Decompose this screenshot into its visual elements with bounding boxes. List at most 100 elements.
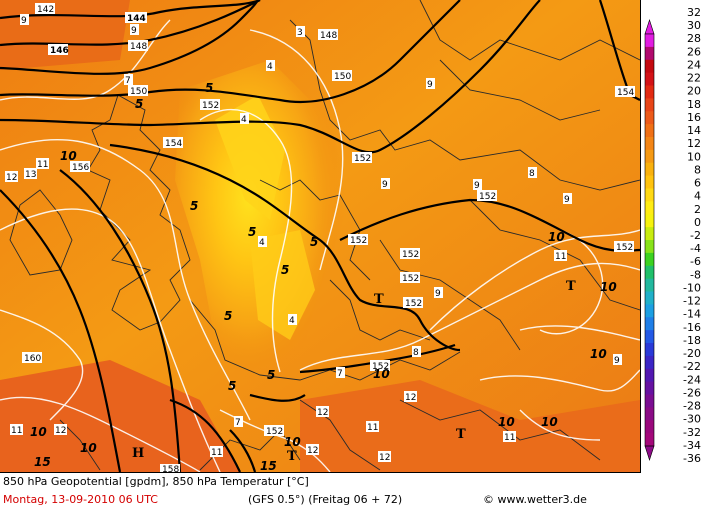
legend-arrow-up bbox=[644, 19, 655, 35]
temp-label-4-c: 4 bbox=[258, 236, 267, 248]
legend-swatch bbox=[645, 420, 654, 434]
svg-text:152: 152 bbox=[402, 250, 419, 260]
legend-swatch bbox=[645, 407, 654, 421]
legend-tick-label: -32 bbox=[683, 426, 701, 439]
temp-label-12-f: 12 bbox=[54, 424, 67, 436]
svg-text:5: 5 bbox=[224, 309, 232, 323]
legend-frame bbox=[644, 33, 655, 447]
legend-swatch bbox=[645, 34, 654, 48]
svg-text:152: 152 bbox=[616, 243, 633, 253]
temp-label-9-b: 9 bbox=[130, 24, 139, 36]
geo-label-156: 156 bbox=[70, 161, 90, 173]
legend-swatch bbox=[645, 368, 654, 383]
svg-text:10: 10 bbox=[541, 415, 558, 429]
svg-text:10: 10 bbox=[60, 149, 77, 163]
svg-text:152: 152 bbox=[479, 192, 496, 202]
high-pressure-symbol: H bbox=[132, 446, 144, 461]
geo-label-142: 142 bbox=[35, 3, 55, 15]
geo-label-150-b: 150 bbox=[332, 70, 352, 82]
geo-label-152-a: 152 bbox=[200, 99, 220, 111]
legend-tick-label: 28 bbox=[687, 32, 701, 45]
svg-text:10: 10 bbox=[30, 425, 47, 439]
legend-tick-label: -26 bbox=[683, 386, 701, 399]
svg-text:9: 9 bbox=[435, 289, 441, 299]
temp-label-9-a: 9 bbox=[20, 14, 29, 26]
legend-tick-label: 12 bbox=[687, 137, 701, 150]
legend-canvas: 32302826242220181614121086420-2-4-6-8-10… bbox=[644, 6, 701, 465]
svg-text:10: 10 bbox=[590, 347, 607, 361]
temp-label-10-a: 10 bbox=[60, 149, 77, 163]
legend-tick-label: 22 bbox=[687, 72, 701, 85]
svg-text:15: 15 bbox=[34, 455, 51, 469]
temp-label-4-a: 4 bbox=[266, 60, 275, 72]
svg-text:12: 12 bbox=[55, 426, 66, 436]
legend-swatch bbox=[645, 214, 654, 228]
svg-text:7: 7 bbox=[337, 369, 343, 379]
svg-text:142: 142 bbox=[37, 5, 54, 15]
svg-text:4: 4 bbox=[267, 62, 273, 72]
svg-text:15: 15 bbox=[260, 459, 277, 472]
temp-label-15-b: 15 bbox=[260, 459, 277, 472]
svg-text:144: 144 bbox=[127, 14, 146, 24]
svg-text:4: 4 bbox=[259, 238, 265, 248]
svg-text:4: 4 bbox=[241, 115, 247, 125]
svg-text:12: 12 bbox=[307, 446, 318, 456]
temp-label-10-f: 10 bbox=[498, 415, 515, 429]
coastlines bbox=[9, 0, 640, 471]
svg-text:13: 13 bbox=[25, 170, 36, 180]
svg-text:9: 9 bbox=[382, 180, 388, 190]
legend-tick-label: 10 bbox=[687, 150, 701, 163]
temp-label-9-g: 9 bbox=[434, 287, 443, 299]
geopotential-label-group: 142 144 146 148 148 150 150 152 152 152 … bbox=[22, 3, 635, 472]
svg-text:8: 8 bbox=[413, 348, 419, 358]
svg-text:5: 5 bbox=[190, 199, 198, 213]
geo-label-150-a: 150 bbox=[128, 85, 148, 97]
chart-title: 850 hPa Geopotential [gpdm], 850 hPa Tem… bbox=[3, 475, 309, 488]
legend-swatch bbox=[645, 394, 654, 408]
geo-label-152-b: 152 bbox=[352, 152, 372, 164]
svg-text:152: 152 bbox=[402, 274, 419, 284]
svg-text:10: 10 bbox=[548, 230, 565, 244]
chart-date: Montag, 13-09-2010 06 UTC bbox=[3, 493, 158, 506]
legend-tick-label: -28 bbox=[683, 400, 701, 413]
temp-label-5-f: 5 bbox=[281, 263, 289, 277]
svg-text:5: 5 bbox=[281, 263, 289, 277]
pressure-centres: T T T T H bbox=[132, 279, 576, 464]
svg-text:11: 11 bbox=[11, 426, 22, 436]
svg-text:9: 9 bbox=[474, 181, 480, 191]
svg-text:12: 12 bbox=[405, 393, 416, 403]
low-pressure-symbol: T bbox=[287, 449, 297, 464]
geo-label-148-a: 148 bbox=[128, 40, 148, 52]
legend-tick-label: -30 bbox=[683, 413, 701, 426]
temp-label-10-g: 10 bbox=[541, 415, 558, 429]
legend-tick-label: 32 bbox=[687, 6, 701, 19]
svg-text:158: 158 bbox=[162, 465, 179, 472]
legend-tick-label: -8 bbox=[690, 268, 701, 281]
legend-tick-label: -12 bbox=[683, 295, 701, 308]
temp-label-10-d: 10 bbox=[590, 347, 607, 361]
temp-label-4-b: 4 bbox=[240, 113, 249, 125]
legend-tick-label: -22 bbox=[683, 360, 701, 373]
low-pressure-symbol: T bbox=[456, 427, 466, 442]
credit-link[interactable]: © www.wetter3.de bbox=[483, 493, 587, 506]
legend-swatch bbox=[645, 124, 654, 138]
svg-text:154: 154 bbox=[617, 88, 634, 98]
legend-swatch bbox=[645, 291, 654, 305]
temp-label-13: 13 bbox=[24, 168, 37, 180]
svg-text:12: 12 bbox=[317, 408, 328, 418]
legend-swatch bbox=[645, 227, 654, 241]
svg-text:12: 12 bbox=[379, 453, 390, 463]
legend-tick-label: 20 bbox=[687, 85, 701, 98]
legend-swatch bbox=[645, 240, 654, 254]
svg-text:148: 148 bbox=[320, 31, 337, 41]
svg-text:5: 5 bbox=[310, 235, 318, 249]
svg-text:11: 11 bbox=[211, 448, 222, 458]
legend-swatch bbox=[645, 304, 654, 318]
legend-swatch bbox=[645, 162, 654, 177]
svg-text:8: 8 bbox=[529, 169, 535, 179]
color-legend: 32 30 28 26 24 22 20 18 16 14 12 10 8 6 4 2 0 -2 -4 -6 -8 -10… bbox=[641, 0, 704, 472]
legend-swatch bbox=[645, 330, 654, 344]
svg-text:12: 12 bbox=[6, 173, 17, 183]
svg-text:7: 7 bbox=[125, 76, 131, 86]
svg-text:146: 146 bbox=[50, 46, 69, 56]
